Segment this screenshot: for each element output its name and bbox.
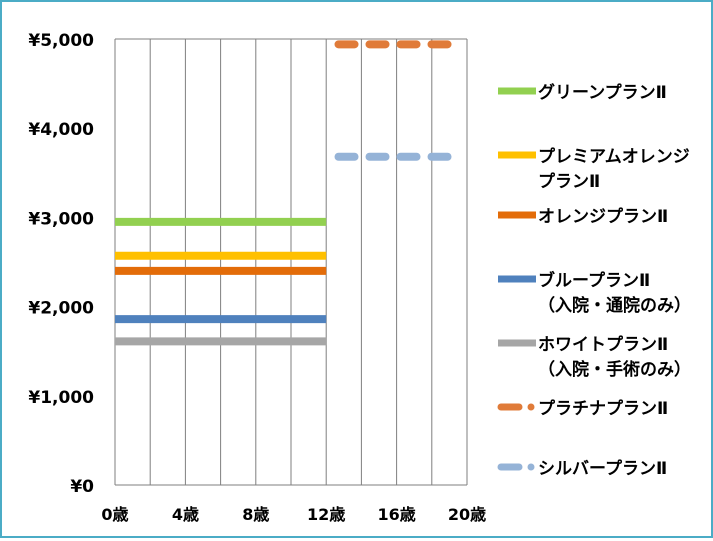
- x-tick-label: 12歳: [307, 505, 345, 524]
- legend-entry-5: プラチナプランⅡ: [497, 398, 668, 419]
- grid-lines: [114, 39, 468, 485]
- legend-label: ホワイトプランⅡ: [538, 334, 668, 355]
- x-tick-label: 20歳: [448, 505, 486, 524]
- x-tick-label: 4歳: [172, 505, 199, 524]
- legend-entry-6: シルバープランⅡ: [497, 458, 667, 479]
- legend-label: プラチナプランⅡ: [538, 398, 668, 419]
- y-tick-labels: ¥0 ¥1,000 ¥2,000 ¥3,000 ¥4,000 ¥5,000: [28, 31, 94, 497]
- y-tick-label: ¥0: [70, 477, 94, 497]
- x-tick-label: 8歳: [242, 505, 269, 524]
- x-tick-labels: 0歳 4歳 8歳 12歳 16歳 20歳: [101, 505, 486, 524]
- x-tick-label: 16歳: [377, 505, 415, 524]
- axes: [115, 38, 467, 486]
- legend-entry-4: ホワイトプランⅡ （入院・手術のみ）: [498, 334, 691, 380]
- y-tick-label: ¥4,000: [28, 120, 94, 140]
- legend-swatch-dot: [527, 463, 535, 471]
- legend-label: プランⅡ: [538, 171, 600, 192]
- legend-entry-0: グリーンプランⅡ: [498, 82, 667, 103]
- y-tick-label: ¥5,000: [28, 31, 94, 51]
- y-tick-label: ¥1,000: [28, 388, 94, 408]
- x-tick-label: 0歳: [101, 505, 128, 524]
- legend-label: グリーンプランⅡ: [538, 82, 667, 103]
- legend-label: （入院・通院のみ）: [538, 295, 691, 316]
- legend-label: プレミアムオレンジ: [538, 146, 690, 167]
- series-lines: [115, 40, 464, 346]
- legend-label: オレンジプランⅡ: [538, 206, 668, 227]
- legend-label: （入院・手術のみ）: [538, 359, 691, 380]
- legend-label: ブループランⅡ: [538, 270, 650, 291]
- y-tick-label: ¥2,000: [28, 299, 94, 319]
- legend-entry-3: ブループランⅡ （入院・通院のみ）: [498, 270, 691, 316]
- y-tick-label: ¥3,000: [28, 209, 94, 229]
- legend-entry-2: オレンジプランⅡ: [498, 206, 668, 227]
- legend-label: シルバープランⅡ: [538, 458, 667, 479]
- legend-swatch-dot: [527, 403, 535, 411]
